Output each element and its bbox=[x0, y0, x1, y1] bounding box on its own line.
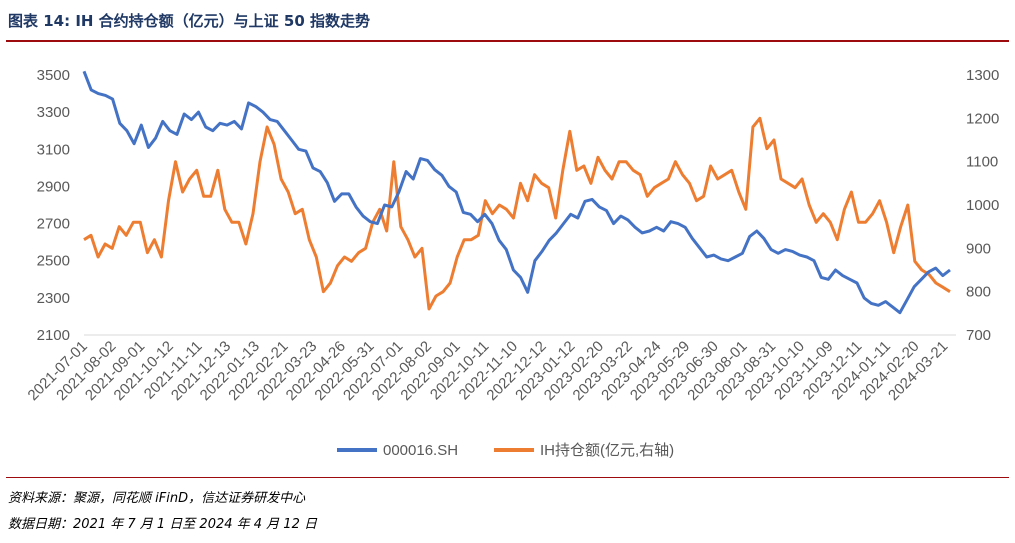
legend-ih-label: IH持仓额(亿元,右轴) bbox=[540, 442, 674, 459]
left-tick-label: 3500 bbox=[37, 67, 70, 84]
right-tick-label: 1300 bbox=[966, 67, 999, 84]
series-index bbox=[82, 70, 951, 315]
right-tick-label: 700 bbox=[966, 327, 991, 344]
left-tick-label: 3100 bbox=[37, 141, 70, 158]
legend: 000016.SH IH持仓额(亿元,右轴) bbox=[337, 442, 674, 459]
series-ih bbox=[83, 116, 951, 311]
title-rule bbox=[6, 40, 1009, 42]
right-axis: 700 800 900 1000 1100 1200 1300 bbox=[966, 67, 999, 344]
right-tick-label: 800 bbox=[966, 284, 991, 301]
left-tick-label: 2700 bbox=[37, 216, 70, 233]
left-tick-label: 2500 bbox=[37, 253, 70, 270]
right-tick-label: 1100 bbox=[966, 154, 998, 171]
right-tick-label: 1200 bbox=[966, 110, 999, 127]
footer-rule bbox=[6, 477, 1009, 478]
right-tick-label: 900 bbox=[966, 240, 991, 257]
left-tick-label: 2300 bbox=[37, 290, 70, 307]
left-axis: 2100 2300 2500 2700 2900 3100 3300 3500 bbox=[37, 67, 70, 344]
left-tick-label: 2100 bbox=[37, 327, 70, 344]
right-tick-label: 1000 bbox=[966, 197, 999, 214]
x-axis: 2021-07-012021-08-022021-09-012021-10-12… bbox=[25, 338, 952, 404]
series-index-line bbox=[82, 70, 951, 315]
series-ih-line bbox=[83, 116, 951, 311]
legend-index-label: 000016.SH bbox=[383, 442, 458, 459]
chart: 2100 2300 2500 2700 2900 3100 3300 3500 700 800 9… bbox=[25, 67, 1000, 459]
left-tick-label: 2900 bbox=[37, 178, 70, 195]
left-tick-label: 3300 bbox=[37, 104, 70, 121]
chart-title: 图表 14: IH 合约持仓额（亿元）与上证 50 指数走势 bbox=[8, 12, 370, 30]
date-note: 数据日期：2021 年 7 月 1 日至 2024 年 4 月 12 日 bbox=[8, 517, 317, 532]
source-note: 资料来源：聚源，同花顺 iFinD，信达证券研发中心 bbox=[8, 491, 306, 506]
